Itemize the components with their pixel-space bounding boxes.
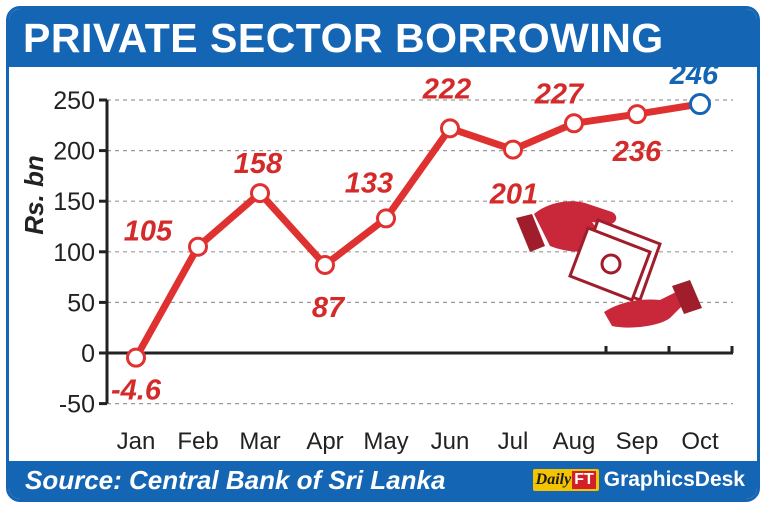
series-line <box>132 100 704 362</box>
chart-title: PRIVATE SECTOR BORROWING <box>23 15 664 61</box>
data-label-jul: 201 <box>489 179 538 211</box>
x-tick-label: Oct <box>681 428 719 455</box>
y-tick-label: 250 <box>53 87 95 115</box>
source-note: Source: Central Bank of Sri Lanka <box>25 465 446 495</box>
data-point-aug <box>564 113 584 134</box>
data-point-jul <box>503 139 523 160</box>
data-point-jun <box>440 118 460 139</box>
brand-graphicsdesk: GraphicsDesk <box>603 468 745 491</box>
y-tick-label: 150 <box>53 188 95 216</box>
data-label-aug: 227 <box>534 78 585 110</box>
daily-ft-logo: Daily FT <box>532 469 599 491</box>
y-tick-label: 0 <box>81 340 95 368</box>
top-cuff <box>516 214 545 252</box>
data-point-apr <box>315 254 335 275</box>
hands-passing-money-icon <box>516 201 702 328</box>
series-points <box>126 93 711 368</box>
data-point-oct <box>689 93 711 116</box>
data-label-jun: 222 <box>422 73 471 105</box>
data-label-may: 133 <box>345 167 393 199</box>
x-tick-label: May <box>363 428 408 455</box>
data-label-jan: -4.6 <box>111 375 162 407</box>
data-label-oct: 246 <box>669 59 719 91</box>
y-axis-title: Rs. bn <box>19 155 49 234</box>
title-bar: PRIVATE SECTOR BORROWING <box>9 9 757 67</box>
data-labels: -4.6 105 158 87 133 222 201 227 236 246 <box>111 59 719 407</box>
y-tick-label: 100 <box>53 239 95 267</box>
brand-logo: Daily FT GraphicsDesk <box>532 466 745 494</box>
axes: 250 200 150 100 50 0 -50 Rs. bn Jan Feb Mar Apr May J… <box>19 87 734 455</box>
data-point-mar <box>250 183 270 204</box>
banknote-front <box>568 226 652 302</box>
series-line-path <box>132 100 704 362</box>
x-tick-label: Feb <box>177 428 218 455</box>
x-tick-label: Jun <box>431 428 470 455</box>
y-tick-label: 200 <box>53 138 95 166</box>
brand-daily: Daily <box>535 471 572 488</box>
x-tick-label: Apr <box>306 428 343 455</box>
y-tick-label: -50 <box>59 391 95 419</box>
x-tick-label: Jul <box>498 428 529 455</box>
bottom-cuff <box>672 280 702 314</box>
data-label-feb: 105 <box>124 216 173 248</box>
brand-ft: FT <box>572 471 596 489</box>
data-label-sep: 236 <box>612 136 662 168</box>
data-point-jan <box>126 347 146 368</box>
x-tick-label: Jan <box>117 428 156 455</box>
data-point-sep <box>627 104 647 125</box>
footer-bar: Source: Central Bank of Sri Lanka Daily … <box>9 461 757 499</box>
y-tick-label: 50 <box>67 289 95 317</box>
x-tick-label: Mar <box>239 428 280 455</box>
data-label-apr: 87 <box>312 292 346 324</box>
banknote-coin <box>600 253 622 275</box>
data-point-may <box>376 208 396 229</box>
data-point-feb <box>188 236 208 257</box>
bottom-hand <box>604 291 687 328</box>
x-tick-label: Sep <box>616 428 659 455</box>
data-label-mar: 158 <box>234 148 283 180</box>
x-tick-label: Aug <box>553 428 596 455</box>
